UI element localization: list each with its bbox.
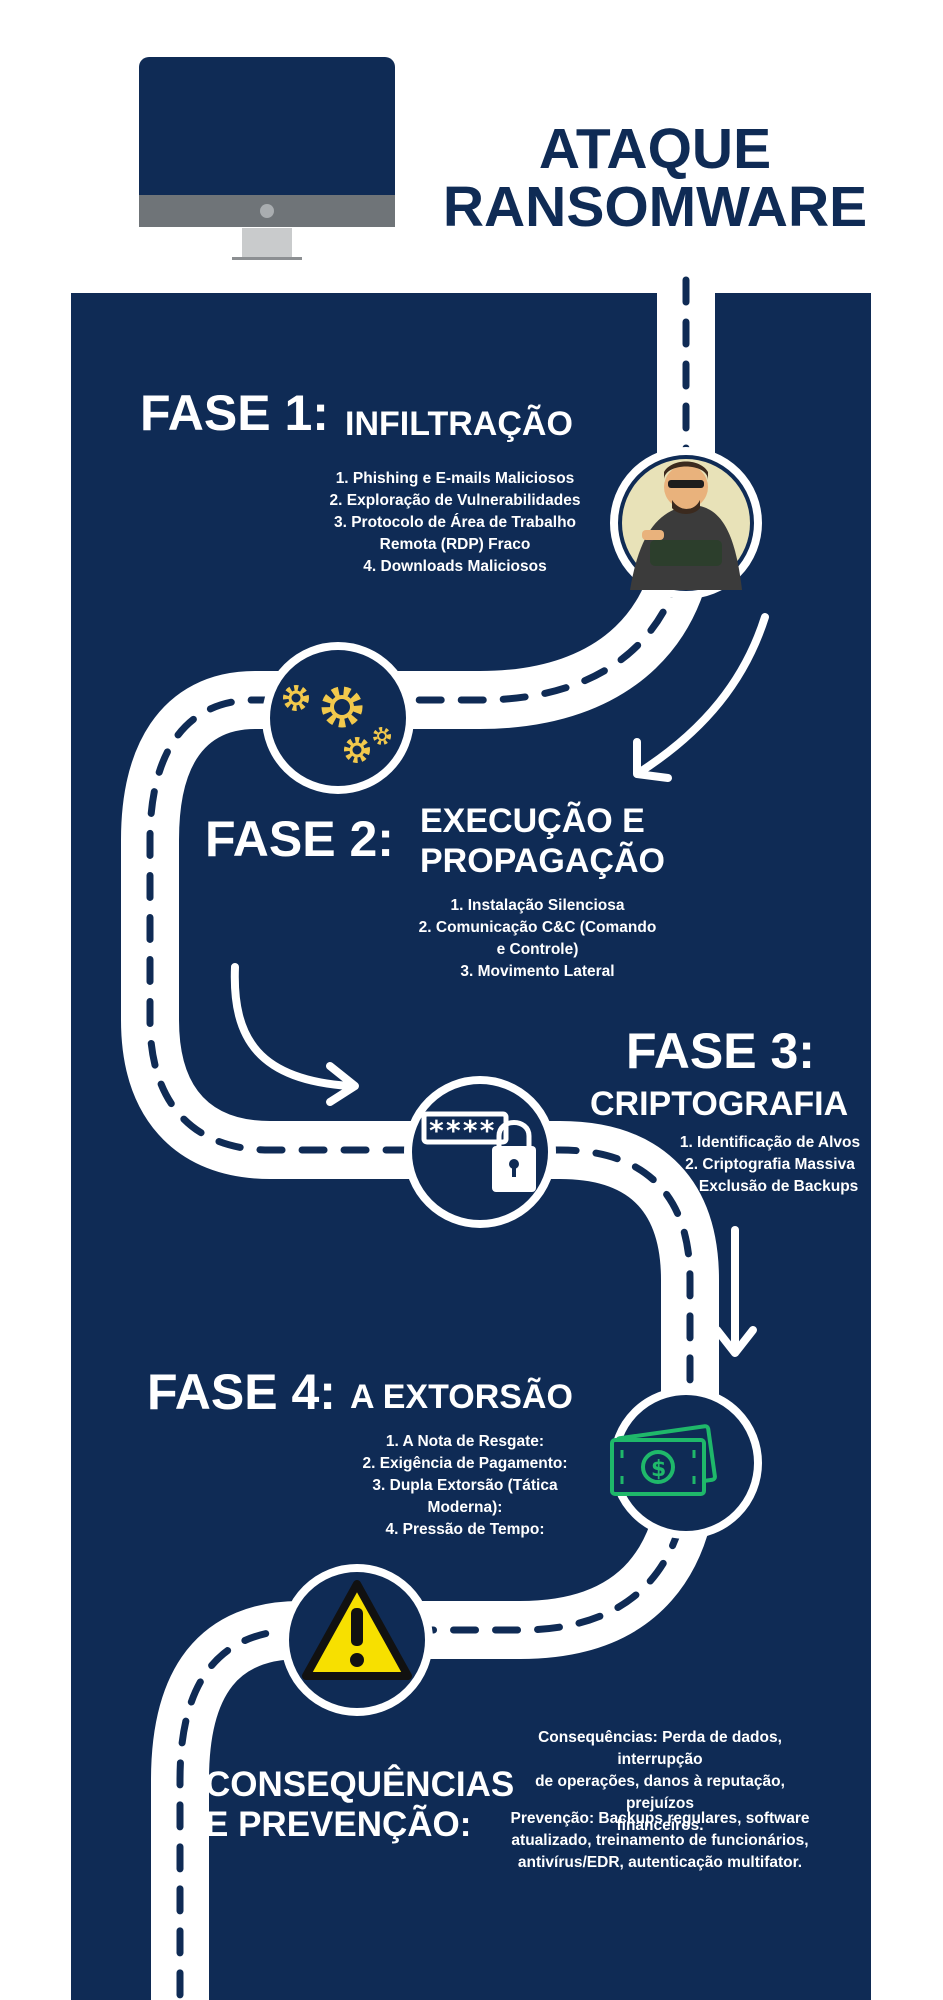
list-item: 2. Criptografia Massiva bbox=[685, 1156, 855, 1173]
road-center-dashes bbox=[146, 276, 694, 2000]
list-item: 3. Dupla Extorsão (Tática bbox=[372, 1477, 558, 1494]
text-line: de operações, danos à reputação, prejuíz… bbox=[535, 1773, 785, 1812]
phase1-name: INFILTRAÇÃO bbox=[345, 405, 573, 443]
text-line: Consequências: Perda de dados, interrupç… bbox=[538, 1729, 782, 1768]
svg-text:$: $ bbox=[651, 1457, 666, 1482]
page-title-line1: ATAQUE bbox=[538, 117, 772, 181]
phase1-list: 1. Phishing e E-mails Maliciosos 2. Expl… bbox=[315, 468, 595, 578]
phase3-label: FASE 3: bbox=[626, 1023, 815, 1079]
list-item: 1. Phishing e E-mails Maliciosos bbox=[335, 470, 575, 487]
list-item: 3. Exclusão de Backups bbox=[681, 1178, 859, 1195]
text-line: Prevenção: Backups regulares, software bbox=[510, 1810, 810, 1827]
text-line: atualizado, treinamento de funcionários, bbox=[511, 1832, 809, 1849]
list-item: 3. Protocolo de Área de Trabalho bbox=[333, 514, 577, 531]
phase2-name-line1: EXECUÇÃO E bbox=[420, 802, 645, 840]
phase4-list: 1. A Nota de Resgate: 2. Exigência de Pa… bbox=[350, 1431, 580, 1541]
phase4-name: A EXTORSÃO bbox=[350, 1378, 573, 1416]
phase2-label: FASE 2: bbox=[205, 811, 394, 867]
list-item: 2. Exploração de Vulnerabilidades bbox=[329, 492, 581, 509]
list-item: 1. Instalação Silenciosa bbox=[450, 897, 625, 914]
prevention-text: Prevenção: Backups regulares, software a… bbox=[500, 1808, 820, 1874]
monitor-icon bbox=[139, 57, 395, 260]
list-item: 1. A Nota de Resgate: bbox=[385, 1433, 545, 1450]
consequences-text: Consequências: Perda de dados, interrupç… bbox=[500, 1727, 820, 1837]
final-heading-line2: E PREVENÇÃO: bbox=[205, 1805, 472, 1844]
gears-icon bbox=[262, 642, 414, 794]
arrow-icon bbox=[230, 963, 359, 1106]
list-item: 3. Movimento Lateral bbox=[460, 963, 615, 980]
phase3-list: 1. Identificação de Alvos 2. Criptografi… bbox=[670, 1132, 870, 1198]
list-item: 2. Comunicação C&C (Comando bbox=[418, 919, 657, 936]
warning-icon bbox=[281, 1564, 433, 1716]
list-item: Moderna): bbox=[427, 1499, 503, 1516]
svg-text:****: **** bbox=[428, 1114, 495, 1147]
list-item: 2. Exigência de Pagamento: bbox=[362, 1455, 568, 1472]
phase4-label: FASE 4: bbox=[147, 1364, 336, 1420]
hacker-icon bbox=[610, 447, 762, 599]
list-item: Remota (RDP) Fraco bbox=[379, 536, 531, 553]
phase3-name: CRIPTOGRAFIA bbox=[590, 1085, 849, 1123]
page-title-line2: RANSOMWARE bbox=[442, 175, 868, 239]
money-icon: $ bbox=[610, 1387, 762, 1539]
phase2-name-line2: PROPAGAÇÃO bbox=[420, 842, 665, 880]
password-lock-icon: **** bbox=[404, 1076, 556, 1228]
phase2-list: 1. Instalação Silenciosa 2. Comunicação … bbox=[405, 895, 670, 983]
list-item: 4. Downloads Maliciosos bbox=[363, 558, 547, 575]
text-line: antivírus/EDR, autenticação multifator. bbox=[517, 1854, 803, 1871]
page-title: ATAQUE RANSOMWARE bbox=[430, 120, 880, 236]
list-item: 4. Pressão de Tempo: bbox=[385, 1521, 545, 1538]
phase1-label: FASE 1: bbox=[140, 385, 329, 441]
text-line: financeiros. bbox=[616, 1817, 704, 1834]
final-heading-line1: CONSEQUÊNCIAS bbox=[205, 1765, 515, 1804]
list-item: e Controle) bbox=[496, 941, 579, 958]
arrow-icon bbox=[633, 613, 769, 782]
arrow-icon bbox=[713, 1226, 757, 1357]
list-item: 1. Identificação de Alvos bbox=[679, 1134, 861, 1151]
